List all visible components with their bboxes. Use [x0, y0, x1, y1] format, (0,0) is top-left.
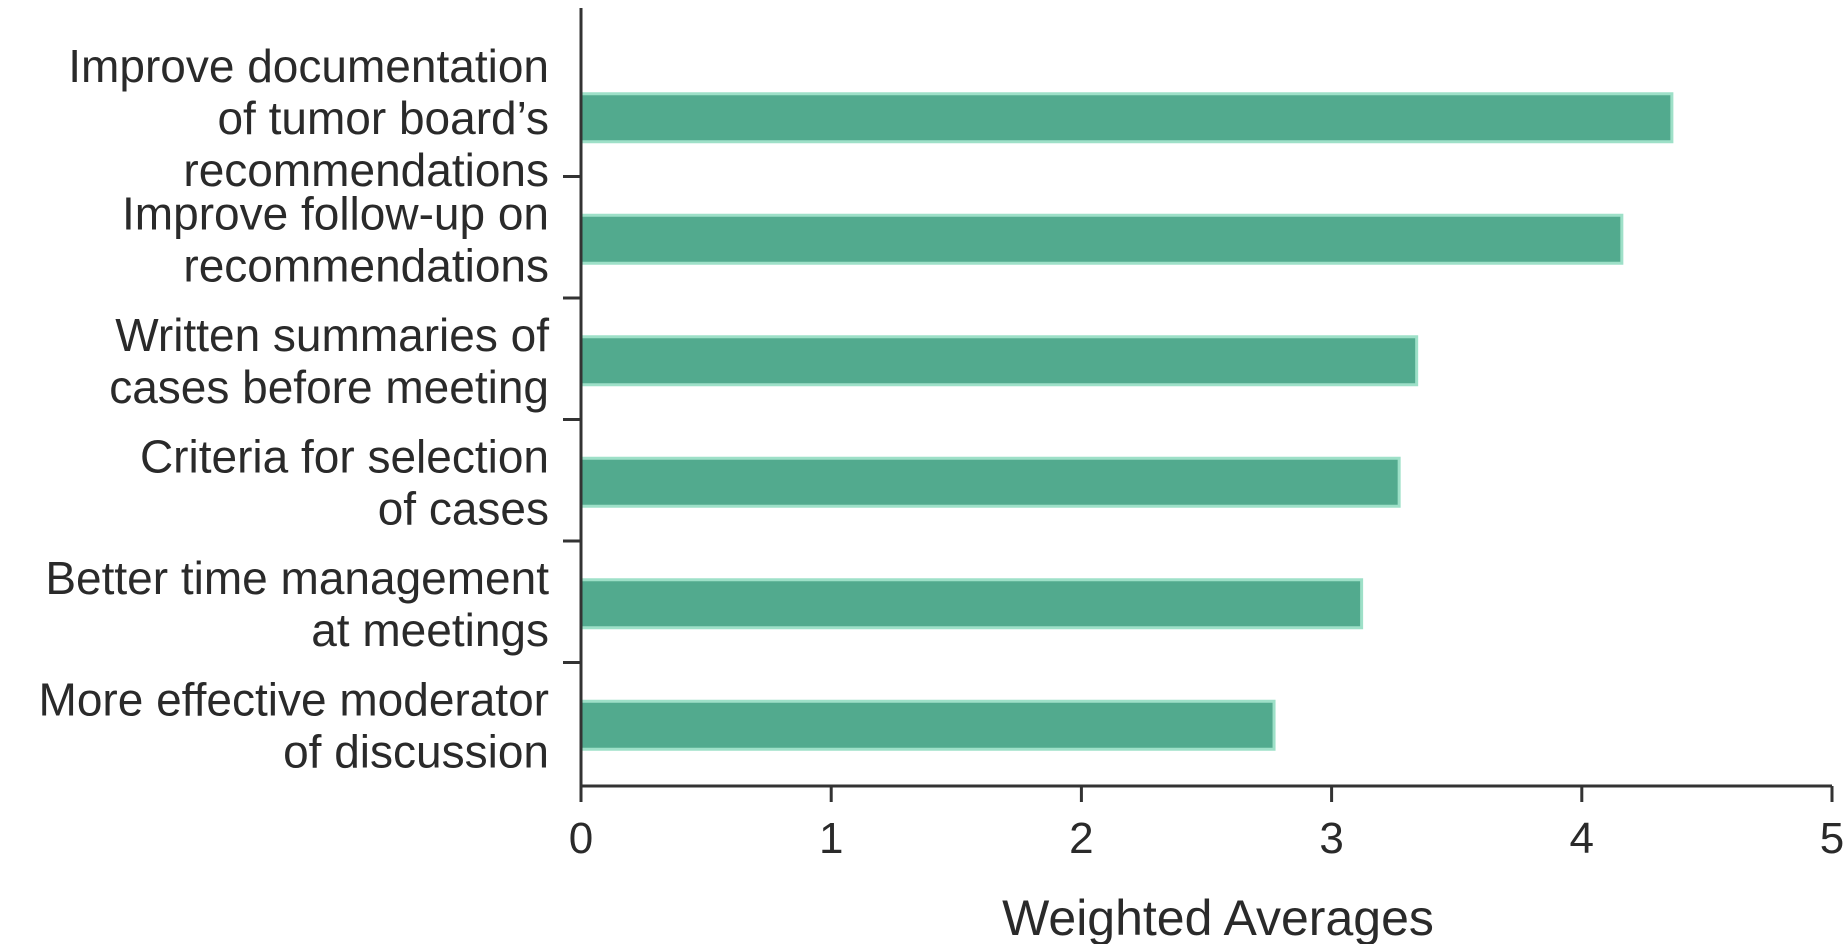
category-label-line: Improve documentation — [68, 40, 549, 92]
x-tick-label: 3 — [1319, 814, 1343, 863]
x-tick-label: 0 — [569, 814, 593, 863]
category-label-line: recommendations — [183, 144, 549, 196]
bar — [579, 578, 1364, 630]
category-label: Improve documentation of tumor board’s rec… — [68, 40, 549, 196]
category-label-line: of discussion — [283, 725, 549, 777]
category-label-line: More effective moderator — [39, 673, 550, 725]
bar — [579, 699, 1276, 751]
x-tick-label: 1 — [819, 814, 843, 863]
bars-layer — [579, 92, 1674, 751]
category-label-line: cases before meeting — [109, 361, 549, 413]
category-label: Better time management at meetings — [45, 552, 549, 656]
category-label-line: Written summaries of — [115, 309, 549, 361]
bar — [579, 213, 1624, 265]
category-label-line: Improve follow-up on — [122, 187, 549, 239]
category-label: More effective moderator of discussion — [39, 673, 550, 777]
category-label-line: at meetings — [311, 604, 549, 656]
bar — [579, 92, 1674, 144]
x-tick-label: 4 — [1570, 814, 1594, 863]
x-tick-label: 5 — [1820, 814, 1844, 863]
bar — [579, 456, 1401, 508]
x-axis-title: Weighted Averages — [1002, 890, 1434, 944]
category-label: Criteria for selection of cases — [140, 430, 549, 534]
category-labels: Improve documentation of tumor board’s rec… — [39, 40, 550, 778]
category-label-line: recommendations — [183, 239, 549, 291]
category-label-line: of tumor board’s — [217, 92, 549, 144]
category-label-line: Better time management — [45, 552, 549, 604]
category-label-line: of cases — [378, 482, 549, 534]
bar — [579, 335, 1419, 387]
axes: 0 1 2 3 4 5 — [563, 8, 1844, 863]
x-tick-label: 2 — [1069, 814, 1093, 863]
category-label-line: Criteria for selection — [140, 430, 549, 482]
category-label: Improve follow-up on recommendations — [122, 187, 549, 291]
category-label: Written summaries of cases before meeting — [109, 309, 549, 413]
